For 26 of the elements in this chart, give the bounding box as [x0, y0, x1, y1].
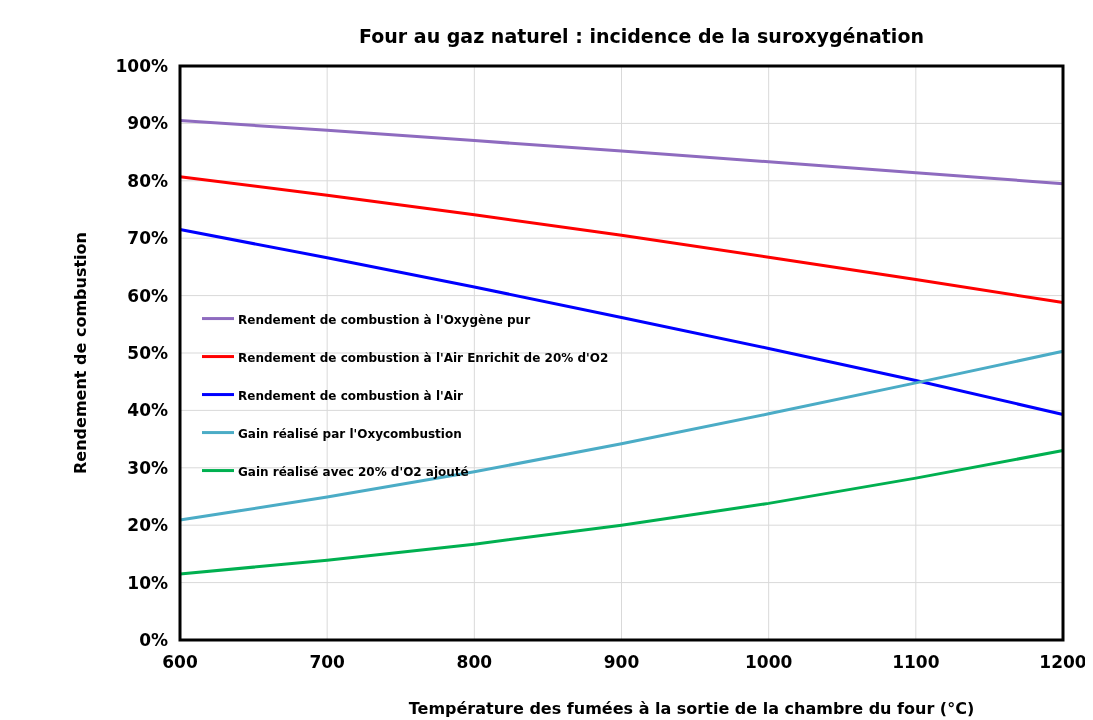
legend-label: Gain réalisé par l'Oxycombustion: [238, 426, 462, 441]
y-tick-label: 80%: [127, 170, 168, 191]
x-tick-label: 800: [456, 652, 493, 672]
legend-label: Rendement de combustion à l'Air Enrichit de 20% d'O2: [238, 350, 609, 365]
legend-label: Rendement de combustion à l'Air: [238, 388, 464, 403]
x-axis-title: Température des fumées à la sortie de la chambre du four (°C): [408, 699, 975, 718]
y-tick-label: 60%: [127, 285, 168, 306]
x-tick-label: 1000: [745, 652, 793, 672]
y-tick-label: 100%: [115, 56, 168, 76]
y-tick-label: 10%: [127, 572, 168, 593]
y-tick-label: 0%: [139, 630, 168, 650]
y-tick-label: 70%: [127, 228, 168, 249]
x-tick-label: 1100: [892, 652, 940, 672]
chart-title: Four au gaz naturel : incidence de la suroxygénation: [359, 25, 924, 47]
legend-label: Gain réalisé avec 20% d'O2 ajouté: [238, 464, 469, 479]
y-tick-label: 30%: [127, 457, 168, 478]
y-tick-label: 40%: [127, 400, 168, 421]
y-tick-label: 90%: [127, 113, 168, 134]
x-tick-label: 1200: [1039, 652, 1087, 672]
legend-label: Rendement de combustion à l'Oxygène pur: [238, 312, 531, 327]
x-tick-label: 600: [162, 652, 198, 672]
x-tick-label: 900: [603, 652, 640, 672]
x-tick-label: 700: [309, 652, 346, 672]
y-tick-label: 50%: [127, 343, 168, 363]
y-tick-label: 20%: [127, 515, 168, 536]
y-axis-title: Rendement de combustion: [71, 232, 90, 474]
